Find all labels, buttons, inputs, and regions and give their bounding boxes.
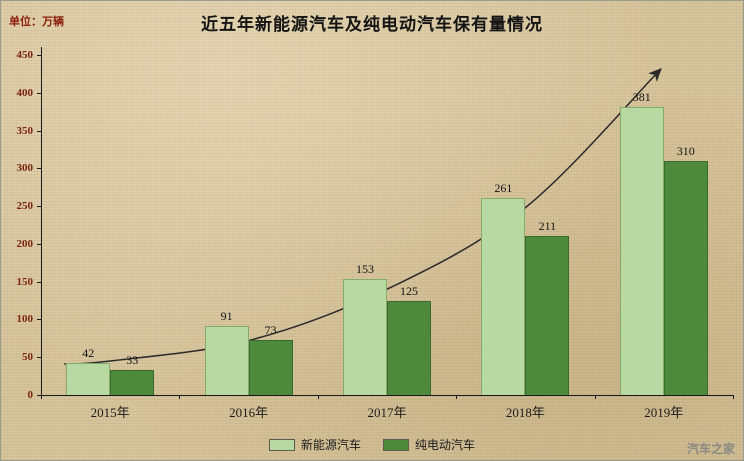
bar xyxy=(204,326,249,395)
chart-title: 近五年新能源汽车及纯电动汽车保有量情况 xyxy=(201,15,543,34)
x-axis-label: 2017年 xyxy=(367,405,407,420)
y-tick xyxy=(37,281,41,283)
legend-item: 纯电动汽车 xyxy=(383,436,475,453)
y-tick-label: 100 xyxy=(16,313,34,326)
bar xyxy=(343,279,387,395)
y-tick xyxy=(37,319,41,321)
y-tick-label: 300 xyxy=(16,162,34,175)
bar xyxy=(110,370,155,395)
bar-value-label: 33 xyxy=(126,353,139,368)
bar xyxy=(248,339,293,395)
y-tick-label: 50 xyxy=(22,351,33,364)
x-axis-label: 2019年 xyxy=(644,405,684,420)
y-tick-label: 450 xyxy=(16,49,34,61)
bar-value-label: 125 xyxy=(400,283,418,298)
y-tick xyxy=(37,130,41,132)
bar-value-label: 381 xyxy=(632,90,651,105)
y-tick xyxy=(37,92,41,94)
legend-swatch xyxy=(268,438,295,451)
x-tick xyxy=(179,395,181,399)
y-tick-label: 0 xyxy=(27,389,34,401)
y-tick xyxy=(37,357,41,359)
y-tick-label: 400 xyxy=(16,86,34,99)
bar-value-label: 42 xyxy=(82,346,95,361)
legend: 新能源汽车 纯电动汽车 xyxy=(1,436,743,453)
x-tick xyxy=(41,395,42,399)
y-tick-label: 150 xyxy=(16,275,34,288)
y-tick xyxy=(37,55,41,56)
bar xyxy=(66,363,111,395)
bar xyxy=(481,197,526,395)
bar xyxy=(663,160,708,395)
legend-item: 新能源汽车 xyxy=(268,436,361,453)
y-tick xyxy=(37,206,41,208)
x-tick xyxy=(317,395,319,399)
legend-label: 新能源汽车 xyxy=(300,438,361,452)
x-axis-label: 2016年 xyxy=(229,405,269,420)
bar xyxy=(525,235,570,395)
watermark: 汽车之家 xyxy=(686,442,735,456)
y-axis-line xyxy=(41,47,42,395)
y-tick-label: 350 xyxy=(16,124,34,137)
y-tick xyxy=(37,395,41,396)
y-tick-label: 200 xyxy=(16,237,34,250)
bar xyxy=(387,300,431,395)
x-tick xyxy=(456,395,458,399)
bar-value-label: 153 xyxy=(356,262,374,277)
bar-value-label: 91 xyxy=(220,309,233,324)
y-tick xyxy=(37,243,41,245)
x-tick xyxy=(594,395,596,399)
bar-value-label: 211 xyxy=(538,218,557,233)
legend-label: 纯电动汽车 xyxy=(415,438,476,452)
x-axis-line xyxy=(41,395,733,396)
legend-swatch xyxy=(383,438,409,451)
bar xyxy=(619,107,664,395)
bar-value-label: 310 xyxy=(676,143,695,158)
bar-value-label: 73 xyxy=(264,322,277,337)
y-tick-label: 250 xyxy=(16,200,34,213)
x-axis-label: 2015年 xyxy=(90,405,130,420)
x-tick xyxy=(733,395,734,399)
bar-value-label: 261 xyxy=(494,180,513,195)
unit-label: 单位：万辆 xyxy=(9,16,64,28)
x-axis-label: 2018年 xyxy=(505,405,545,420)
y-tick xyxy=(37,168,41,170)
